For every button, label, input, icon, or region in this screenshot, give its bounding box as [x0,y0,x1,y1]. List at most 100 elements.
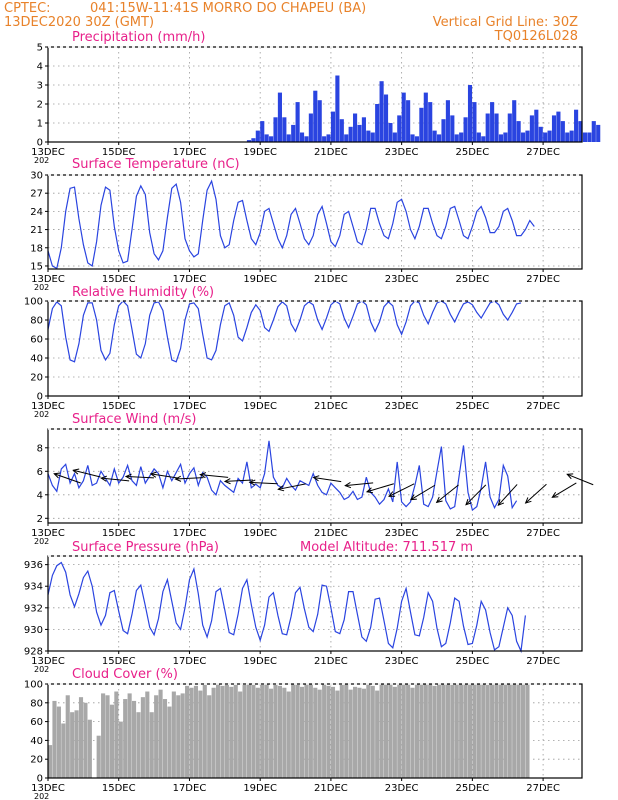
data-bar [414,136,420,142]
data-bar [538,126,543,142]
y-tick-label: 30 [30,171,43,182]
data-bar [56,706,61,778]
x-tick-label: 27DEC [526,656,560,667]
data-bar [428,102,433,142]
y-tick-label: 18 [30,243,43,254]
data-bar [255,687,260,778]
y-tick-label: 930 [24,625,43,636]
x-tick-label: 15DEC [102,401,136,412]
wind-arrow-shaft [73,469,101,478]
data-bar [437,684,442,778]
wind-arrow-shaft [278,483,306,490]
data-bar [101,693,106,778]
data-bar [578,121,583,142]
data-bar [401,92,406,142]
data-bar [401,684,406,778]
x-tick-label: 27DEC [526,274,560,285]
data-bar [591,121,596,142]
data-bar [330,686,336,778]
data-bar [423,92,428,142]
x-year-label: 202 [34,537,49,546]
wind-arrow-shaft [436,484,459,503]
y-tick-label: 24 [30,207,43,218]
data-bar [383,94,389,142]
panel-surface-wind: 2 4 6 8 13DEC 15DEC 17DEC 19DEC 21DEC 23DEC 25DEC 2… [31,428,594,546]
data-bar [383,684,389,778]
wind-arrow-head [149,471,157,478]
data-bar [238,691,243,778]
y-tick-label: 3 [37,81,43,92]
y-tick-label: 20 [30,755,43,766]
data-bar [366,130,371,142]
data-bar [525,684,530,778]
x-year-label: 202 [34,665,49,674]
data-bar [246,684,252,778]
data-bar [507,113,512,142]
x-tick-label: 21DEC [314,783,348,794]
data-bar [587,132,592,142]
data-bar [295,102,300,142]
panel-cloud-cover: 0 20 40 60 80 100 13DEC 15DEC 17DEC 19DEC 21DEC 23D… [24,680,583,800]
data-bar [516,684,521,778]
data-bar [476,684,481,778]
data-bar [419,107,424,142]
header-vertical-grid: Vertical Grid Line: 30Z [433,15,578,30]
data-bar [185,685,190,778]
data-bar [251,138,256,142]
data-bar [176,695,181,778]
data-bar [260,684,265,778]
y-tick-label: 60 [30,335,43,346]
data-bar [140,697,145,778]
data-bar [481,136,486,142]
data-bar [441,119,446,142]
data-bar [432,685,437,778]
data-bar [87,719,92,778]
data-bar [397,684,402,778]
data-bar [467,85,473,142]
data-bar [344,134,349,142]
data-bar [375,104,380,142]
x-tick-label: 23DEC [385,656,419,667]
x-tick-label: 23DEC [385,401,419,412]
data-bar [220,685,225,778]
y-tick-label: 80 [30,698,43,709]
data-bar [335,75,340,142]
data-bar [313,687,318,778]
data-bar [304,684,309,778]
data-bar [131,700,137,778]
header-run-id: TQ0126L028 [494,29,578,44]
data-bar [476,132,481,142]
data-bar [313,90,318,142]
data-bar [490,102,495,142]
wind-arrow-shaft [366,483,394,493]
model-altitude-label: Model Altitude: 711.517 m [300,540,473,555]
y-tick-label: 0 [37,392,43,403]
data-bar [503,684,508,778]
data-bar [255,130,260,142]
data-bar [556,111,561,142]
data-bar [260,121,265,142]
data-bar [467,684,473,778]
wind-arrow-head [72,468,80,475]
data-bar [543,132,548,142]
wind-arrow-shaft [200,474,229,478]
series-line [47,179,535,270]
wind-arrow-head [497,499,505,507]
x-tick-label: 19DEC [243,147,277,158]
data-bar [286,134,291,142]
wind-arrow-shaft [175,477,204,480]
data-bar [330,111,336,142]
data-bar [361,117,366,142]
y-tick-label: 932 [24,603,43,614]
data-bar [322,684,327,778]
data-bar [202,684,207,778]
x-tick-label: 13DEC [31,783,65,794]
data-bar [149,712,154,778]
wind-arrow-head [223,478,231,485]
data-bar [437,134,442,142]
data-bar [304,136,309,142]
data-bar [520,684,526,778]
data-bar [361,688,366,778]
data-bar [397,115,402,142]
wind-arrow-head [551,492,559,498]
